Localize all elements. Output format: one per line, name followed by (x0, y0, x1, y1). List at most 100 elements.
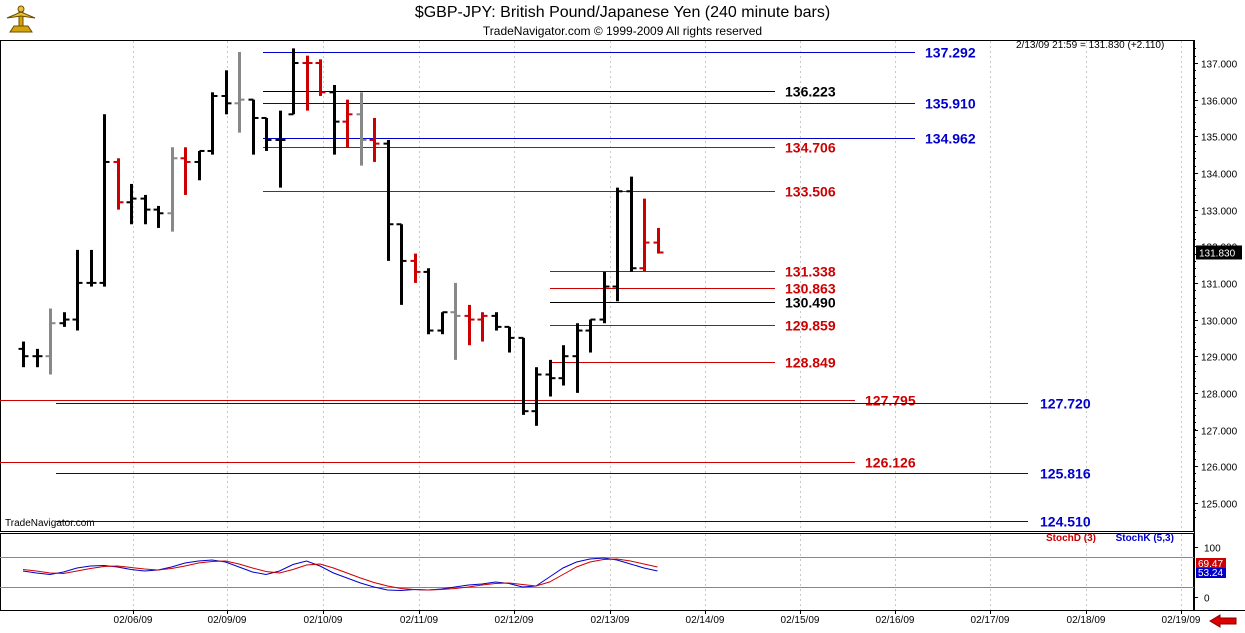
ohlc-bar (491, 312, 502, 331)
ohlc-bar (423, 268, 434, 335)
stoch-d-value: 69.47 (1198, 559, 1223, 570)
chart-subtitle: TradeNavigator.com © 1999-2009 All right… (482, 24, 763, 38)
y-tick-label: 128.000 (1201, 390, 1238, 401)
stoch-k-legend: StochK (5,3) (1115, 533, 1174, 544)
ohlc-bar (342, 99, 353, 148)
ohlc-bar (315, 59, 326, 96)
level-label: 129.859 (785, 318, 836, 334)
ohlc-bar (464, 304, 475, 346)
scroll-right-arrow-icon[interactable] (1208, 614, 1238, 628)
ohlc-bar (180, 147, 191, 195)
level-label: 134.706 (785, 140, 836, 156)
level-label: 137.292 (925, 45, 976, 61)
ohlc-bar (383, 139, 394, 261)
ohlc-bar (639, 198, 650, 272)
y-tick-label: 129.000 (1201, 353, 1238, 364)
ohlc-bar (653, 227, 664, 254)
level-label: 133.506 (785, 184, 836, 200)
ohlc-bar (194, 149, 205, 181)
x-tick-label: 02/15/09 (781, 615, 820, 626)
ohlc-bar (59, 312, 70, 327)
ohlc-bar (72, 249, 83, 331)
x-tick-label: 02/11/09 (400, 615, 439, 626)
ohlc-bar (545, 359, 556, 397)
x-tick-label: 02/16/09 (876, 615, 915, 626)
ohlc-bar (302, 55, 313, 111)
ohlc-bar (275, 110, 286, 188)
ohlc-bar (45, 308, 56, 375)
stoch-legend: StochD (3) StochK (5,3) (1046, 533, 1174, 544)
x-tick-label: 02/19/09 (1162, 615, 1201, 626)
ohlc-bar (612, 187, 623, 302)
level-label: 127.720 (1040, 396, 1091, 412)
last-price-label: 131.830 (1199, 248, 1236, 259)
y-tick-label: 134.000 (1201, 170, 1238, 181)
ohlc-bar (369, 117, 380, 162)
level-label: 135.910 (925, 96, 976, 112)
level-label: 128.849 (785, 355, 836, 371)
stoch-tick-label: 0 (1204, 594, 1210, 605)
ohlc-bar (356, 92, 367, 166)
trade-navigator-logo-icon (4, 4, 38, 36)
y-tick-label: 125.000 (1201, 500, 1238, 511)
ohlc-bar (599, 271, 610, 324)
stoch-k-value-box (1196, 568, 1226, 578)
ohlc-bar (113, 158, 124, 210)
ohlc-bar (396, 223, 407, 305)
ohlc-bar (261, 116, 272, 151)
ohlc-bar (126, 183, 137, 225)
level-label: 125.816 (1040, 466, 1091, 482)
level-label: 126.126 (865, 455, 916, 471)
ohlc-bar (221, 70, 232, 115)
ohlc-bar (86, 249, 97, 287)
level-label: 130.490 (785, 295, 836, 311)
ohlc-bar (558, 345, 569, 386)
x-tick-label: 02/18/09 (1067, 615, 1106, 626)
y-tick-label: 136.000 (1201, 97, 1238, 108)
level-label: 136.223 (785, 84, 836, 100)
y-tick-label: 126.000 (1201, 463, 1238, 474)
level-label: 134.962 (925, 131, 976, 147)
ohlc-bar (18, 341, 29, 368)
level-label: 124.510 (1040, 514, 1091, 530)
stoch-d-line (22, 558, 658, 591)
ohlc-bar (450, 282, 461, 360)
stoch-d-value-box (1196, 558, 1226, 569)
y-tick-label: 131.000 (1201, 280, 1238, 291)
ohlc-bar (437, 311, 448, 335)
ohlc-bar (140, 194, 151, 225)
y-tick-label: 135.000 (1201, 133, 1238, 144)
price-readout: 2/13/09 21:59 = 131.830 (+2.110) (1016, 40, 1165, 51)
ohlc-bar (531, 367, 542, 426)
y-tick-label: 133.000 (1201, 207, 1238, 218)
x-tick-label: 02/17/09 (971, 615, 1010, 626)
chart-header: $GBP-JPY: British Pound/Japanese Yen (24… (0, 0, 1245, 40)
ohlc-bar (329, 84, 340, 155)
level-label: 130.863 (785, 281, 836, 297)
ohlc-bar (167, 147, 178, 232)
level-label: 131.338 (785, 264, 836, 280)
ohlc-bar (572, 323, 583, 393)
ohlc-bar (585, 318, 596, 353)
ohlc-bar (32, 348, 43, 368)
x-tick-label: 02/10/09 (304, 615, 343, 626)
ohlc-bar (518, 336, 529, 415)
level-label: 127.795 (865, 393, 916, 409)
stoch-panel-frame (0, 533, 1194, 611)
x-tick-label: 02/09/09 (208, 615, 247, 626)
last-price-box (1196, 245, 1242, 260)
x-tick-label: 02/14/09 (686, 615, 725, 626)
ohlc-bar (234, 52, 245, 133)
x-tick-label: 02/13/09 (591, 615, 630, 626)
ohlc-bar (288, 48, 299, 116)
ohlc-bar (248, 98, 259, 155)
ohlc-bar (207, 92, 218, 155)
chart-title: $GBP-JPY: British Pound/Japanese Yen (24… (414, 4, 831, 21)
y-tick-label: 137.000 (1201, 60, 1238, 71)
stoch-tick-label: 100 (1204, 544, 1221, 555)
ohlc-bar (410, 253, 421, 283)
stoch-k-value: 53.24 (1198, 568, 1223, 579)
y-tick-label: 130.000 (1201, 317, 1238, 328)
x-tick-label: 02/12/09 (495, 615, 534, 626)
